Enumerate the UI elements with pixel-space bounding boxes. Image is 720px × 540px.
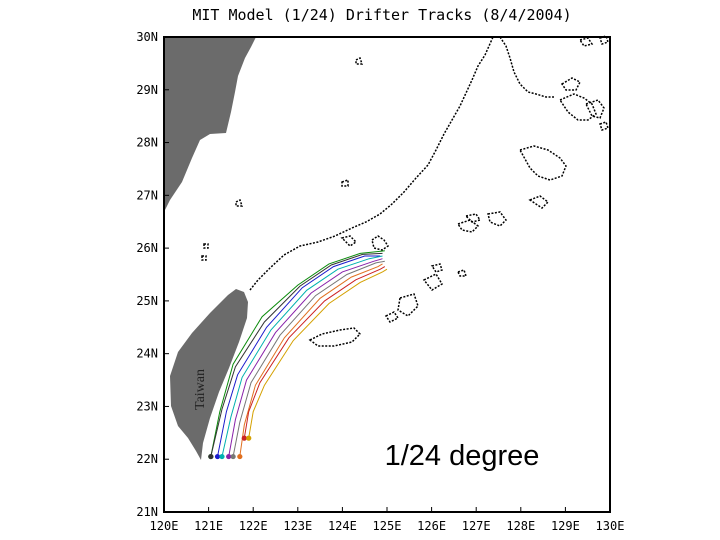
taiwan-label: Taiwan [193, 369, 208, 410]
lat-tick-label: 23N [136, 399, 158, 413]
drifter-track-line [217, 255, 381, 457]
map-plot-area [164, 35, 609, 460]
china-landmass [164, 37, 256, 212]
lat-tick-label: 30N [136, 30, 158, 44]
drifter-start-markers [208, 435, 252, 460]
lat-tick-label: 26N [136, 241, 158, 255]
lon-tick-label: 128E [506, 519, 535, 533]
lon-tick-label: 126E [417, 519, 446, 533]
lat-tick-label: 29N [136, 83, 158, 97]
longitude-axis: 120E 121E 122E 123E 124E 125E 126E 127E 128E 129E… [150, 507, 625, 533]
drifter-start-marker [226, 453, 232, 460]
resolution-label: 1/24 degree [385, 440, 540, 472]
drifter-start-marker [246, 435, 252, 441]
taiwan-landmass [170, 289, 248, 460]
lat-tick-label: 25N [136, 294, 158, 308]
lon-tick-label: 127E [462, 519, 491, 533]
drifter-start-marker [237, 453, 243, 460]
map-title: MIT Model (1/24) Drifter Tracks (8/4/200… [192, 6, 571, 24]
drifter-track-line [221, 255, 383, 457]
lat-tick-label: 24N [136, 347, 158, 361]
lat-tick-label: 22N [136, 452, 158, 466]
lon-tick-label: 123E [283, 519, 312, 533]
drifter-start-marker [241, 435, 247, 441]
lat-tick-label: 27N [136, 188, 158, 202]
drifter-track-line [210, 252, 383, 457]
drifter-start-marker [230, 453, 236, 460]
latitude-axis: 21N 22N 23N 24N 25N 26N 27N 28N 29N 30N [136, 30, 169, 519]
drifter-tracks [210, 250, 388, 457]
coastline-outlines [201, 35, 609, 347]
lon-tick-label: 130E [596, 519, 625, 533]
lon-tick-label: 121E [194, 519, 223, 533]
lon-tick-label: 125E [373, 519, 402, 533]
lon-tick-label: 129E [551, 519, 580, 533]
drifter-start-marker [208, 453, 214, 460]
lat-tick-label: 21N [136, 505, 158, 519]
lon-tick-label: 120E [150, 519, 179, 533]
drifter-track-line [228, 258, 383, 457]
drifter-track-line [210, 250, 385, 457]
lat-tick-label: 28N [136, 136, 158, 150]
lon-tick-label: 122E [239, 519, 268, 533]
lon-tick-label: 124E [328, 519, 357, 533]
drifter-start-marker [214, 453, 221, 460]
drifter-track-line [232, 260, 385, 457]
drifter-start-marker [219, 453, 225, 460]
drifter-track-line [243, 266, 386, 439]
drifter-track-line [239, 263, 383, 457]
drifter-track-line [248, 268, 388, 439]
